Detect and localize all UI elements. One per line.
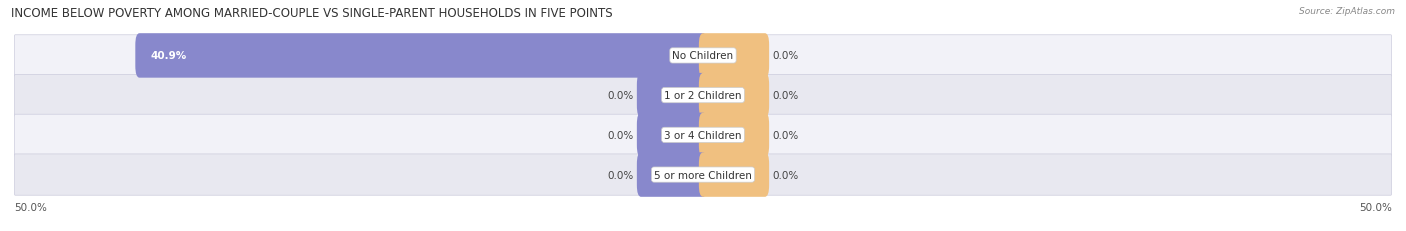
Text: 0.0%: 0.0%: [772, 170, 799, 180]
Text: 0.0%: 0.0%: [772, 130, 799, 140]
FancyBboxPatch shape: [637, 113, 707, 157]
FancyBboxPatch shape: [135, 34, 707, 78]
FancyBboxPatch shape: [699, 153, 769, 197]
FancyBboxPatch shape: [14, 36, 1392, 77]
Text: 50.0%: 50.0%: [14, 202, 46, 212]
FancyBboxPatch shape: [699, 113, 769, 157]
FancyBboxPatch shape: [14, 154, 1392, 195]
Text: 0.0%: 0.0%: [772, 51, 799, 61]
Text: 5 or more Children: 5 or more Children: [654, 170, 752, 180]
FancyBboxPatch shape: [699, 74, 769, 118]
Text: 3 or 4 Children: 3 or 4 Children: [664, 130, 742, 140]
Text: No Children: No Children: [672, 51, 734, 61]
Text: INCOME BELOW POVERTY AMONG MARRIED-COUPLE VS SINGLE-PARENT HOUSEHOLDS IN FIVE PO: INCOME BELOW POVERTY AMONG MARRIED-COUPL…: [11, 7, 613, 20]
Text: Source: ZipAtlas.com: Source: ZipAtlas.com: [1299, 7, 1395, 16]
Text: 0.0%: 0.0%: [607, 170, 634, 180]
Text: 1 or 2 Children: 1 or 2 Children: [664, 91, 742, 101]
FancyBboxPatch shape: [14, 115, 1392, 156]
FancyBboxPatch shape: [699, 34, 769, 78]
FancyBboxPatch shape: [14, 75, 1392, 116]
Text: 0.0%: 0.0%: [607, 130, 634, 140]
Text: 40.9%: 40.9%: [150, 51, 187, 61]
FancyBboxPatch shape: [637, 153, 707, 197]
Text: 50.0%: 50.0%: [1360, 202, 1392, 212]
Text: 0.0%: 0.0%: [607, 91, 634, 101]
FancyBboxPatch shape: [637, 74, 707, 118]
Text: 0.0%: 0.0%: [772, 91, 799, 101]
